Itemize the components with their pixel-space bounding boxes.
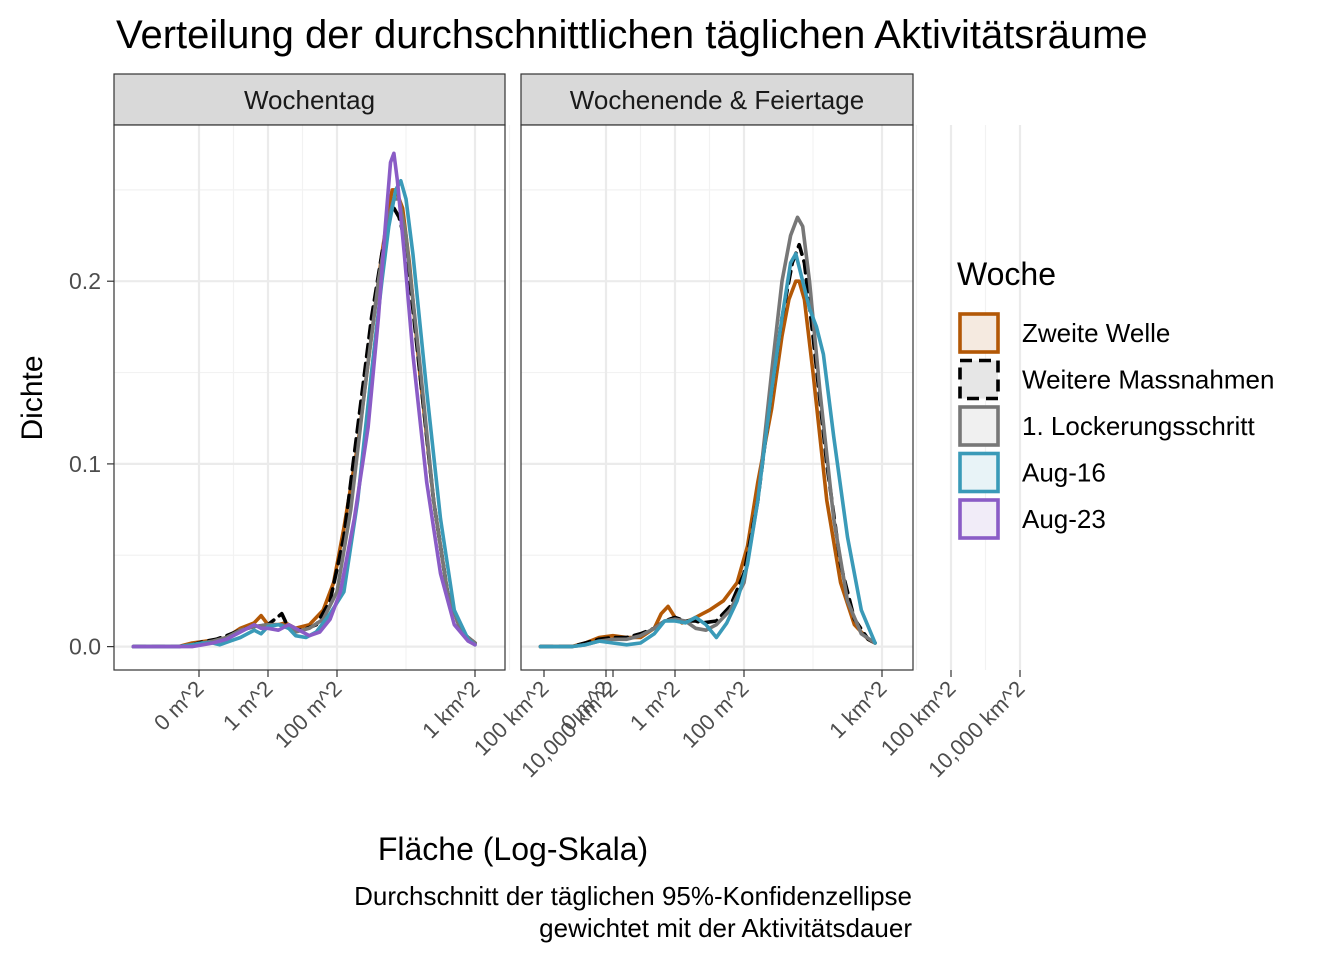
- legend-label: Weitere Massnahmen: [1022, 365, 1274, 395]
- panel-weekend-title: Wochenende & Feiertage: [570, 85, 864, 115]
- legend-item: Aug-16: [958, 451, 1106, 494]
- panel-weekend-border: [520, 124, 914, 671]
- panel-weekend-grid: [521, 125, 1022, 670]
- legend-label: 1. Lockerungsschritt: [1022, 411, 1255, 441]
- panel-background: [521, 125, 913, 670]
- chart-title: Verteilung der durchschnittlichen täglic…: [116, 13, 1148, 57]
- legend-label: Aug-16: [1022, 458, 1106, 488]
- legend-item: Aug-23: [958, 498, 1106, 540]
- panel-weekday-series: [131, 151, 477, 649]
- legend-key: [958, 451, 1000, 494]
- caption-line-1: Durchschnitt der täglichen 95%-Konfidenz…: [354, 881, 912, 911]
- y-tick-label: 0.0: [69, 634, 101, 660]
- legend-key: [958, 405, 1000, 447]
- x-tick-label: 1 m^2: [218, 676, 278, 736]
- x-tick-label: 100 m^2: [270, 676, 347, 753]
- x-axis-title: Fläche (Log-Skala): [378, 831, 648, 867]
- legend-label: Aug-23: [1022, 504, 1106, 534]
- x-tick-label: 1 km^2: [417, 676, 484, 743]
- density-line-aug-16: [538, 252, 877, 649]
- panel-weekday-title: Wochentag: [244, 85, 375, 115]
- legend-item: Zweite Welle: [958, 312, 1170, 354]
- density-line-aug-23: [131, 151, 477, 649]
- legend-label: Zweite Welle: [1022, 318, 1170, 348]
- panel-weekday-border: [113, 124, 506, 671]
- y-axis-title: Dichte: [16, 355, 49, 440]
- legend-key: [958, 312, 1000, 354]
- x-tick-label: 1 m^2: [625, 676, 685, 736]
- legend-item: Weitere Massnahmen: [958, 358, 1274, 401]
- y-tick-label: 0.2: [69, 268, 101, 294]
- x-tick-label: 1 km^2: [824, 676, 891, 743]
- density-line-1-lockerungsschritt: [538, 215, 877, 649]
- legend-key: [958, 498, 1000, 540]
- caption-line-2: gewichtet mit der Aktivitätsdauer: [539, 913, 912, 943]
- legend-key: [958, 358, 1000, 401]
- y-axis: 0.0 0.1 0.2: [69, 268, 114, 660]
- panel-weekday-grid: [114, 125, 615, 670]
- y-tick-label: 0.1: [69, 451, 101, 477]
- legend-title: Woche: [957, 256, 1056, 292]
- legend: Woche Zweite Welle Weitere Massnahmen 1. L…: [957, 256, 1274, 540]
- x-tick-label: 100 m^2: [677, 676, 754, 753]
- panel-weekend-strip: [520, 73, 914, 126]
- panel-weekday-strip: [113, 73, 506, 126]
- panel-weekend-series: [538, 215, 877, 649]
- panel-background: [114, 125, 505, 670]
- x-tick-label: 0 m^2: [149, 676, 209, 736]
- legend-item: 1. Lockerungsschritt: [958, 405, 1255, 447]
- legend-items: Zweite Welle Weitere Massnahmen 1. Lockeru…: [958, 312, 1274, 540]
